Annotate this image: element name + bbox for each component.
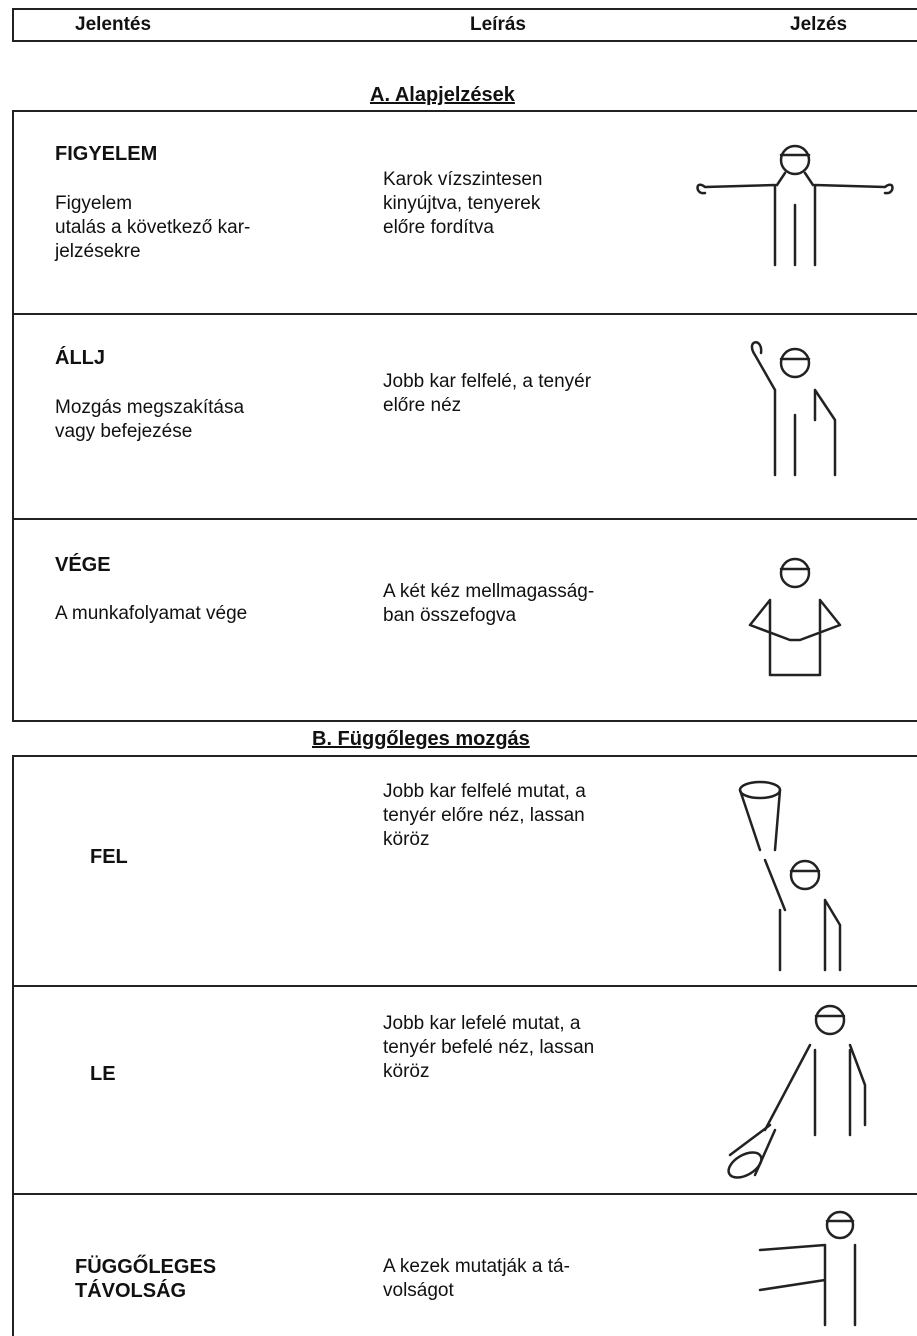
signal-name: ÁLLJ [55, 347, 105, 369]
signal-name: FÜGGŐLEGES TÁVOLSÁG [75, 1256, 217, 1302]
section-box [12, 755, 917, 1336]
signal-description: Jobb kar felfelé mutat, a tenyér előre n… [383, 781, 586, 850]
signal-description: A két kéz mellmagasság- ban összefogva [383, 581, 595, 626]
header-cell: Jelentés [75, 14, 152, 35]
signal-description: Karok vízszintesen kinyújtva, tenyerek e… [383, 169, 543, 238]
signal-figure [727, 1004, 867, 1179]
signal-description: Jobb kar felfelé, a tenyér előre néz [383, 371, 592, 416]
signal-description: A kezek mutatják a tá- volságot [383, 1256, 570, 1301]
header-cell: Leírás [470, 14, 526, 35]
row-separator [12, 518, 917, 520]
header-cell: Jelzés [790, 14, 848, 35]
section-box [12, 110, 917, 722]
signal-meaning: Figyelem utalás a következő kar- jelzése… [55, 193, 251, 262]
signal-meaning: A munkafolyamat vége [55, 603, 248, 624]
signal-figure [748, 557, 842, 677]
header-bar [12, 8, 917, 42]
signal-figure [696, 144, 894, 267]
row-separator [12, 1193, 917, 1195]
signal-description: Jobb kar lefelé mutat, a tenyér befelé n… [383, 1013, 595, 1082]
signal-name: VÉGE [55, 554, 111, 576]
section-title: B. Függőleges mozgás [312, 728, 530, 750]
signal-name: FEL [90, 846, 128, 868]
signal-name: FIGYELEM [55, 143, 158, 165]
signal-name: LE [90, 1063, 116, 1085]
section-title: A. Alapjelzések [370, 84, 515, 106]
row-separator [12, 985, 917, 987]
signal-figure [758, 1210, 857, 1327]
row-separator [12, 313, 917, 315]
signal-meaning: Mozgás megszakítása vagy befejezése [55, 397, 245, 442]
signal-figure [750, 341, 837, 477]
signal-figure [738, 780, 842, 972]
